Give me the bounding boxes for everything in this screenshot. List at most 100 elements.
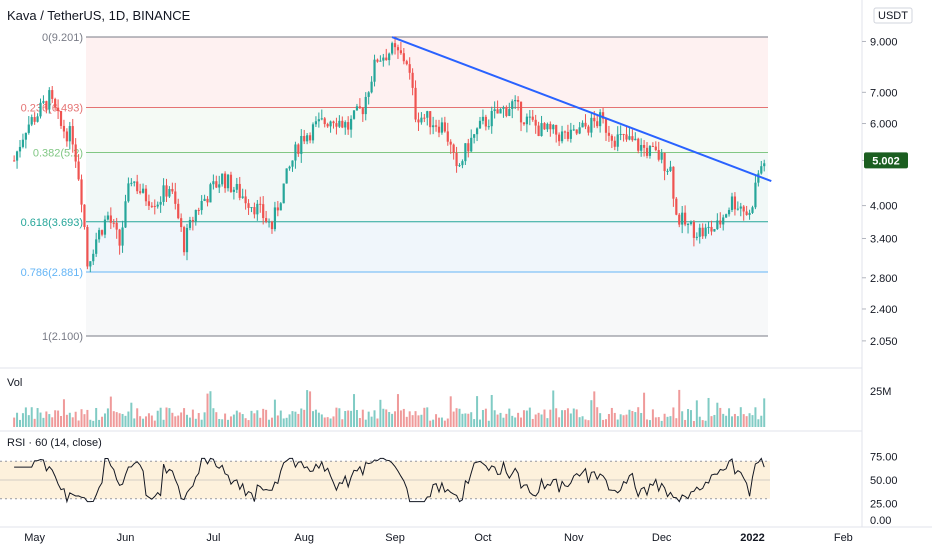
candle-body	[622, 133, 625, 135]
volume-bar	[555, 408, 558, 427]
volume-bar	[549, 409, 552, 427]
candle-body	[121, 227, 124, 246]
candle-body	[470, 137, 473, 152]
time-tick-label: Dec	[652, 532, 672, 544]
candle-body	[640, 145, 643, 151]
candle-body	[742, 206, 745, 212]
candle-body	[267, 221, 271, 223]
candle-body	[578, 127, 581, 134]
volume-bar	[602, 419, 605, 427]
volume-bar	[133, 418, 136, 427]
rsi-axis[interactable]: 75.00 50.00 25.00 0.00	[870, 452, 898, 528]
candle-body	[68, 126, 71, 142]
candle-body	[311, 124, 315, 141]
candle-body	[162, 185, 165, 202]
price-tick-label: 2.050	[870, 336, 898, 348]
volume-bar	[742, 414, 745, 427]
volume-bar	[476, 396, 479, 427]
candle-body	[727, 209, 731, 215]
candle-body	[48, 90, 51, 110]
fib-zone	[86, 272, 768, 336]
candle-body	[150, 205, 153, 207]
candle-body	[437, 126, 441, 133]
candle-body	[221, 173, 224, 185]
price-axis[interactable]: 9.0007.0006.0005.0004.0003.4002.8002.400…	[862, 36, 898, 348]
volume-bar	[235, 410, 238, 427]
volume-bar	[212, 408, 215, 427]
candle-body	[684, 212, 687, 225]
candle-body	[399, 50, 402, 54]
volume-bar	[174, 416, 177, 427]
candle-body	[253, 207, 256, 215]
volume-bar	[525, 410, 528, 427]
candle-body	[177, 203, 180, 219]
candle-body	[637, 138, 640, 151]
candle-body	[757, 173, 760, 183]
volume-bar	[358, 418, 361, 427]
candle-body	[587, 126, 590, 133]
fibonacci-retracement[interactable]: 0(9.201) 0.236(6.493) 0.382(5.2) 0.618(3.69…	[21, 32, 768, 343]
volume-bar	[259, 417, 262, 427]
volume-bar	[89, 419, 92, 427]
candle-body	[197, 209, 200, 211]
volume-bar	[505, 413, 508, 427]
rsi-pane	[0, 457, 770, 504]
volume-bar	[461, 413, 464, 427]
candle-body	[537, 125, 540, 137]
candle-body	[642, 145, 646, 148]
candle-body	[212, 181, 215, 185]
candle-body	[168, 189, 171, 197]
volume-bar	[101, 416, 104, 427]
price-tick-label: 2.400	[870, 304, 898, 316]
volume-bar	[408, 411, 411, 427]
candle-body	[33, 117, 36, 122]
fib-level-label: 0.382(5.2)	[33, 147, 83, 159]
volume-bar	[109, 396, 112, 427]
time-tick-label: May	[24, 532, 45, 544]
volume-bar	[355, 409, 358, 427]
volume-bar	[180, 412, 183, 427]
volume-bar	[270, 417, 273, 427]
volume-bar	[297, 413, 300, 427]
candle-body	[461, 161, 464, 166]
candle-body	[21, 139, 25, 147]
volume-bar	[229, 416, 232, 427]
volume-bar	[139, 416, 142, 427]
trendline[interactable]	[391, 36, 772, 183]
candle-body	[285, 168, 288, 184]
candle-body	[13, 160, 16, 162]
candle-body	[215, 181, 218, 188]
volume-bar	[569, 413, 572, 427]
candle-body	[604, 118, 608, 133]
volume-bar	[197, 413, 200, 427]
candle-body	[115, 222, 118, 230]
volume-bar	[619, 414, 622, 427]
volume-bar	[95, 407, 98, 427]
candle-body	[244, 196, 247, 204]
volume-bar	[716, 402, 719, 427]
candle-body	[531, 116, 534, 120]
candle-body	[423, 117, 426, 119]
time-axis[interactable]: May Jun Jul Aug Sep Oct Nov Dec 2022 Feb	[24, 532, 853, 544]
candle-body	[710, 226, 713, 232]
volume-bar	[725, 415, 728, 427]
candle-body	[355, 106, 359, 111]
volume-bar	[16, 412, 19, 427]
candle-body	[426, 111, 429, 118]
volume-bar	[285, 417, 288, 427]
volume-bar	[294, 411, 297, 427]
candle-body	[185, 227, 189, 253]
volume-bar	[367, 411, 370, 427]
candle-body	[194, 209, 197, 222]
volume-bar	[51, 417, 54, 427]
candle-body	[373, 59, 376, 82]
candle-body	[127, 183, 130, 202]
candle-body	[596, 121, 599, 127]
volume-bar	[13, 417, 16, 427]
candle-body	[370, 81, 373, 93]
volume-bar	[678, 389, 681, 427]
currency-badge[interactable]	[873, 7, 913, 24]
candle-body	[95, 239, 98, 254]
volume-bar	[186, 414, 189, 427]
volume-bar	[496, 414, 499, 427]
